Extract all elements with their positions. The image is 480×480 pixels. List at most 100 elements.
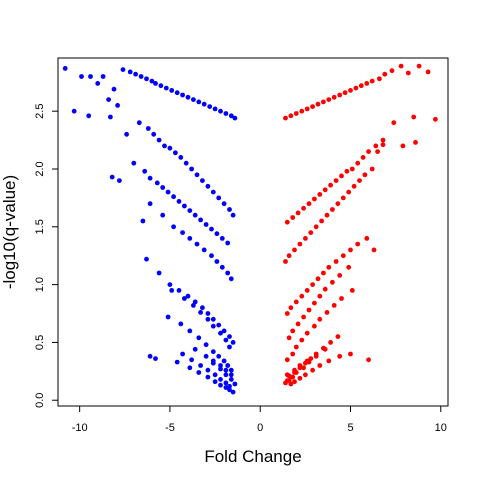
data-point bbox=[185, 293, 191, 299]
data-point bbox=[165, 189, 171, 195]
x-tick-label: -10 bbox=[72, 422, 88, 434]
data-point bbox=[306, 201, 312, 207]
data-point bbox=[348, 88, 353, 93]
data-point bbox=[375, 149, 380, 155]
data-point bbox=[216, 353, 222, 359]
data-point bbox=[171, 224, 177, 230]
data-point bbox=[216, 195, 222, 201]
data-point bbox=[209, 253, 214, 259]
data-point bbox=[337, 92, 343, 98]
data-point bbox=[405, 70, 411, 76]
data-point bbox=[133, 71, 139, 77]
data-point bbox=[178, 155, 184, 160]
data-point bbox=[174, 359, 180, 365]
data-point bbox=[313, 353, 319, 359]
data-point bbox=[348, 351, 353, 357]
data-point bbox=[425, 69, 431, 75]
data-point bbox=[189, 166, 195, 172]
data-point bbox=[433, 116, 438, 122]
data-point bbox=[380, 137, 386, 143]
data-point bbox=[218, 330, 223, 336]
data-point bbox=[136, 120, 142, 126]
data-point bbox=[205, 311, 211, 316]
data-point bbox=[299, 337, 305, 343]
data-point bbox=[225, 270, 231, 276]
data-point bbox=[290, 351, 296, 357]
data-point bbox=[360, 155, 366, 160]
data-point bbox=[212, 372, 218, 378]
data-point bbox=[200, 178, 205, 184]
data-point bbox=[333, 178, 339, 184]
data-point bbox=[210, 316, 216, 322]
data-point bbox=[145, 126, 151, 131]
data-point bbox=[315, 101, 321, 107]
data-point bbox=[295, 321, 301, 327]
data-point bbox=[216, 322, 222, 328]
data-point bbox=[218, 108, 223, 114]
data-point bbox=[230, 340, 236, 345]
data-point bbox=[174, 90, 180, 96]
data-point bbox=[349, 288, 355, 293]
data-point bbox=[315, 276, 321, 282]
data-point bbox=[227, 383, 232, 389]
data-point bbox=[212, 379, 218, 385]
x-tick-label: 0 bbox=[257, 422, 263, 434]
data-point bbox=[191, 303, 196, 308]
data-point bbox=[292, 379, 297, 385]
data-point bbox=[115, 103, 120, 108]
data-point bbox=[187, 328, 193, 334]
data-point bbox=[162, 143, 167, 149]
data-point bbox=[364, 236, 370, 241]
upregulated-points bbox=[283, 63, 438, 387]
data-point bbox=[153, 81, 158, 86]
data-point bbox=[288, 113, 294, 119]
data-point bbox=[180, 351, 186, 357]
data-point bbox=[301, 314, 306, 320]
data-point bbox=[351, 183, 357, 189]
data-point bbox=[232, 115, 238, 121]
data-point bbox=[209, 226, 214, 232]
data-point bbox=[284, 219, 290, 225]
data-point bbox=[171, 194, 177, 200]
x-axis-title: Fold Change bbox=[204, 447, 301, 466]
data-point bbox=[163, 85, 169, 91]
data-point bbox=[337, 273, 343, 278]
data-point bbox=[344, 168, 350, 174]
data-point bbox=[106, 97, 111, 102]
data-point bbox=[301, 365, 306, 371]
data-point bbox=[335, 201, 341, 207]
data-point bbox=[326, 97, 332, 102]
data-point bbox=[324, 212, 330, 218]
data-point bbox=[131, 160, 137, 166]
data-point bbox=[322, 346, 328, 352]
data-point bbox=[340, 253, 346, 259]
data-point bbox=[205, 367, 211, 373]
data-point bbox=[312, 196, 317, 202]
data-point bbox=[330, 207, 335, 212]
data-point bbox=[207, 104, 213, 109]
data-point bbox=[142, 168, 148, 174]
data-point bbox=[337, 353, 343, 359]
data-point bbox=[331, 94, 337, 100]
data-point bbox=[189, 357, 195, 363]
data-point bbox=[79, 74, 84, 79]
data-point bbox=[340, 195, 346, 201]
data-point bbox=[183, 160, 189, 166]
data-point bbox=[411, 114, 417, 120]
data-point bbox=[210, 349, 216, 355]
data-point bbox=[187, 208, 193, 214]
data-point bbox=[292, 367, 297, 373]
data-point bbox=[176, 288, 182, 293]
data-point bbox=[228, 372, 234, 378]
data-point bbox=[299, 108, 305, 114]
data-point bbox=[169, 288, 175, 293]
data-point bbox=[194, 241, 200, 247]
data-point bbox=[117, 178, 122, 184]
data-point bbox=[158, 83, 164, 89]
data-point bbox=[218, 363, 223, 368]
data-point bbox=[218, 382, 223, 388]
data-point bbox=[144, 76, 149, 82]
data-point bbox=[198, 310, 204, 315]
data-point bbox=[180, 230, 186, 236]
